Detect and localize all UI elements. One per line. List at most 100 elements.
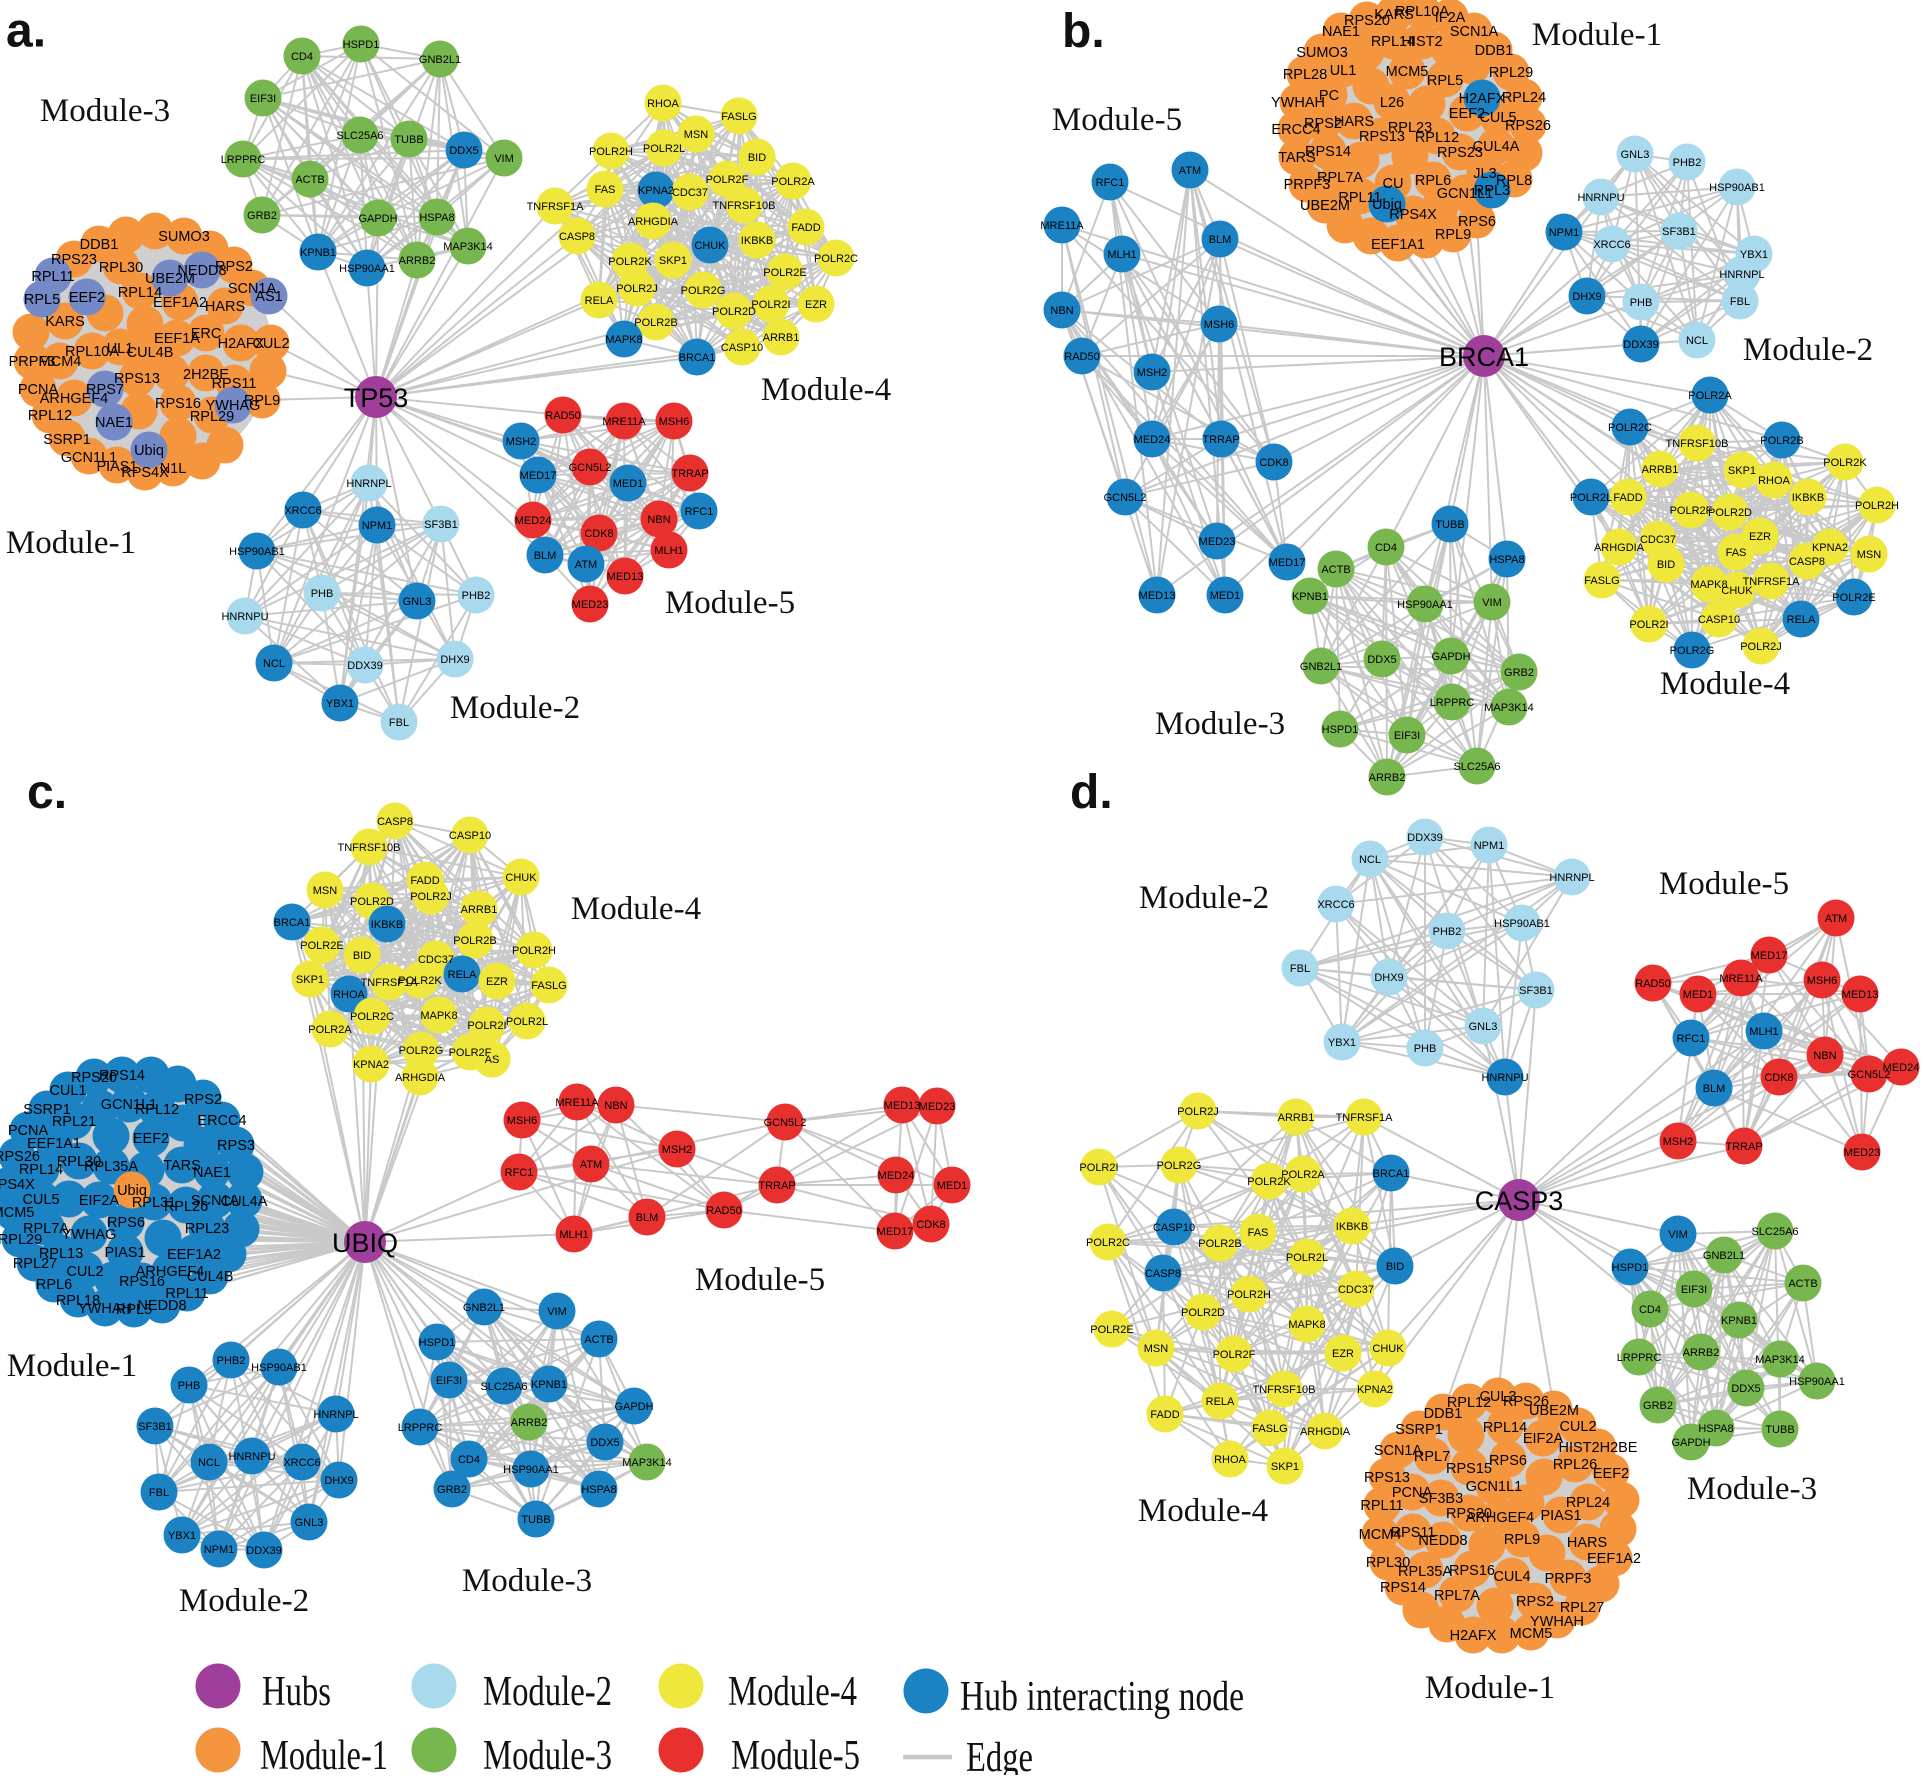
svg-text:HSPA8: HSPA8 <box>581 1484 616 1496</box>
svg-text:RPL30: RPL30 <box>57 1154 101 1170</box>
svg-text:H2AFX: H2AFX <box>1450 1628 1497 1644</box>
svg-text:BID: BID <box>1657 559 1675 571</box>
svg-text:RPL3: RPL3 <box>1474 183 1510 199</box>
svg-text:RPL5: RPL5 <box>1427 73 1463 89</box>
svg-text:PHB: PHB <box>178 1380 201 1392</box>
svg-text:DDX39: DDX39 <box>347 660 382 672</box>
svg-text:RAD50: RAD50 <box>545 410 580 422</box>
svg-text:VIM: VIM <box>547 1306 567 1318</box>
svg-text:MED24: MED24 <box>515 515 552 527</box>
svg-text:PRPF3: PRPF3 <box>1284 177 1331 193</box>
svg-text:MAP3K14: MAP3K14 <box>443 241 493 253</box>
svg-text:EEF2: EEF2 <box>133 1131 169 1147</box>
svg-text:AS1: AS1 <box>255 289 282 305</box>
svg-text:PCNA: PCNA <box>8 1123 49 1139</box>
svg-text:RPS16: RPS16 <box>1449 1563 1495 1579</box>
svg-text:RPL5: RPL5 <box>116 1302 152 1318</box>
svg-text:HARS: HARS <box>1567 1535 1607 1551</box>
svg-text:HNRNPU: HNRNPU <box>228 1451 275 1463</box>
svg-text:EEF1A2: EEF1A2 <box>153 295 207 311</box>
svg-text:ARHGEF4: ARHGEF4 <box>136 1264 205 1280</box>
svg-text:DDX5: DDX5 <box>1731 1383 1760 1395</box>
svg-text:GRB2: GRB2 <box>437 1484 467 1496</box>
svg-text:TNFRSF1A: TNFRSF1A <box>527 201 585 213</box>
svg-text:RPL11: RPL11 <box>31 269 74 285</box>
svg-text:GNB2L1: GNB2L1 <box>463 1302 505 1314</box>
svg-text:POLR2H: POLR2H <box>1227 1289 1271 1301</box>
svg-text:RPL28: RPL28 <box>1283 67 1327 83</box>
svg-text:EIF3I: EIF3I <box>436 1375 462 1387</box>
svg-text:TRRAP: TRRAP <box>758 1180 795 1192</box>
svg-text:GAPDH: GAPDH <box>1431 651 1470 663</box>
svg-text:FAS: FAS <box>1726 547 1747 559</box>
svg-text:c.: c. <box>27 766 67 819</box>
svg-text:L26: L26 <box>1380 95 1404 111</box>
svg-text:TRRAP: TRRAP <box>1202 434 1239 446</box>
svg-text:TNFRSF10B: TNFRSF10B <box>1253 1384 1316 1396</box>
svg-text:EIF2A: EIF2A <box>1523 1431 1564 1447</box>
svg-text:RPS4X: RPS4X <box>0 1177 35 1193</box>
svg-text:CD4: CD4 <box>1375 542 1397 554</box>
svg-text:RPL12: RPL12 <box>28 408 72 424</box>
svg-text:PHB: PHB <box>1630 297 1653 309</box>
svg-text:POLR2I: POLR2I <box>1079 1162 1118 1174</box>
svg-text:Module-4: Module-4 <box>1138 1493 1268 1529</box>
svg-text:CU: CU <box>1383 176 1404 192</box>
svg-text:HIST2H2BE: HIST2H2BE <box>1559 1440 1638 1456</box>
svg-text:b.: b. <box>1062 5 1105 58</box>
svg-text:PCNA: PCNA <box>1392 1485 1433 1501</box>
svg-text:H2AFX: H2AFX <box>218 336 265 352</box>
svg-text:NPM1: NPM1 <box>1549 227 1580 239</box>
svg-text:CASP10: CASP10 <box>721 342 763 354</box>
svg-text:CUL4A: CUL4A <box>221 1194 268 1210</box>
svg-text:PCNA: PCNA <box>18 382 59 398</box>
svg-text:TNFRSF1A: TNFRSF1A <box>361 977 419 989</box>
svg-text:CUL4: CUL4 <box>1493 1569 1530 1585</box>
svg-text:YWHAH: YWHAH <box>1271 95 1325 111</box>
svg-text:POLR2G: POLR2G <box>399 1045 444 1057</box>
svg-text:YWHAH: YWHAH <box>78 1301 132 1317</box>
svg-text:HNRNPU: HNRNPU <box>221 611 268 623</box>
svg-text:Module-2: Module-2 <box>450 690 580 726</box>
svg-text:CASP10: CASP10 <box>1153 1222 1195 1234</box>
svg-text:MED24: MED24 <box>878 1170 915 1182</box>
svg-text:GRB2: GRB2 <box>1643 1400 1673 1412</box>
svg-text:NPM1: NPM1 <box>1474 840 1505 852</box>
svg-text:NPM1: NPM1 <box>362 520 393 532</box>
svg-text:POLR2J: POLR2J <box>1740 641 1782 653</box>
svg-text:RPL9: RPL9 <box>1504 1532 1540 1548</box>
svg-text:NEDD8: NEDD8 <box>137 1298 186 1314</box>
svg-text:2H2BE: 2H2BE <box>183 367 229 383</box>
svg-text:CDC37: CDC37 <box>1640 534 1676 546</box>
svg-text:MSH2: MSH2 <box>1663 1136 1694 1148</box>
svg-text:FADD: FADD <box>1150 1409 1179 1421</box>
svg-text:RPS3: RPS3 <box>217 1138 255 1154</box>
svg-text:RPL14: RPL14 <box>118 285 162 301</box>
svg-text:MSH6: MSH6 <box>1807 975 1838 987</box>
svg-text:TUBB: TUBB <box>1765 1424 1794 1436</box>
svg-text:LRPPRC: LRPPRC <box>1617 1352 1662 1364</box>
svg-text:PIAS1: PIAS1 <box>96 459 137 475</box>
svg-text:ATM: ATM <box>1825 913 1847 925</box>
svg-text:DHX9: DHX9 <box>1572 291 1601 303</box>
svg-text:GAPDH: GAPDH <box>1671 1437 1710 1449</box>
svg-text:KPNB1: KPNB1 <box>300 247 336 259</box>
svg-text:RPS15: RPS15 <box>1446 1461 1492 1477</box>
svg-text:EEF1A: EEF1A <box>154 331 200 347</box>
svg-text:MED17: MED17 <box>1269 557 1306 569</box>
svg-text:HSP90AA1: HSP90AA1 <box>1789 1376 1845 1388</box>
svg-text:RPL18: RPL18 <box>56 1293 100 1309</box>
svg-text:RPL6: RPL6 <box>1415 173 1451 189</box>
svg-text:NCL: NCL <box>1359 854 1381 866</box>
svg-text:RPL11: RPL11 <box>165 1286 208 1302</box>
svg-text:SF3B1: SF3B1 <box>138 1421 172 1433</box>
svg-text:POLR2L: POLR2L <box>506 1016 548 1028</box>
svg-text:HNRNPL: HNRNPL <box>313 1409 358 1421</box>
svg-text:Module-5: Module-5 <box>1052 102 1182 138</box>
svg-text:NBN: NBN <box>647 514 670 526</box>
svg-text:XRCC6: XRCC6 <box>283 1457 320 1469</box>
svg-text:RPL21: RPL21 <box>52 1114 96 1130</box>
svg-text:GCN1L1: GCN1L1 <box>1437 186 1493 202</box>
svg-text:EEF1A1: EEF1A1 <box>1371 237 1425 253</box>
svg-text:NAE1: NAE1 <box>1322 24 1360 40</box>
